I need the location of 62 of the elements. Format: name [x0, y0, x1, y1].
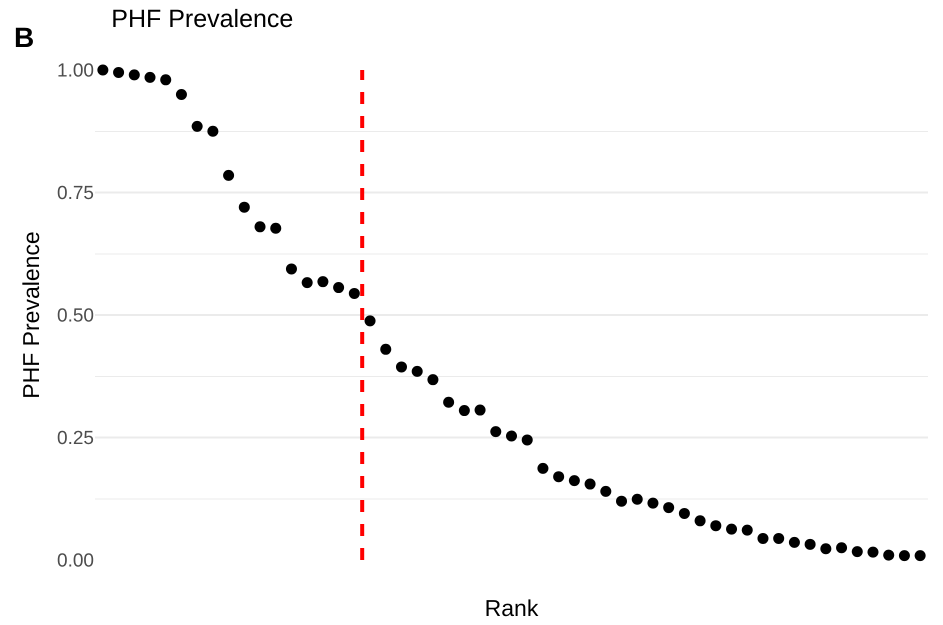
point — [867, 546, 878, 558]
point — [270, 222, 282, 234]
y-tick-label: 0.00 — [57, 550, 94, 572]
point — [663, 502, 674, 514]
y-tick-label: 0.25 — [57, 428, 94, 450]
point — [678, 508, 690, 519]
point — [820, 543, 832, 554]
point — [506, 430, 517, 442]
point — [348, 288, 360, 299]
point — [490, 426, 502, 438]
point — [788, 536, 800, 548]
point — [710, 520, 722, 532]
point — [836, 542, 848, 554]
point — [883, 550, 894, 561]
point — [302, 277, 313, 288]
point — [647, 498, 658, 509]
point — [568, 475, 580, 486]
y-axis-title: PHF Prevalence — [18, 231, 44, 399]
point — [474, 404, 486, 416]
point — [600, 486, 612, 497]
point — [742, 524, 753, 536]
point — [333, 282, 344, 294]
point — [396, 361, 407, 372]
chart-title: PHF Prevalence — [111, 4, 294, 33]
point — [144, 72, 156, 83]
point — [553, 471, 564, 482]
point — [97, 64, 108, 76]
point — [852, 546, 863, 558]
point — [427, 374, 438, 386]
point — [616, 496, 628, 507]
point — [773, 532, 784, 544]
point — [632, 494, 643, 505]
y-tick-label: 0.50 — [57, 306, 94, 327]
point — [898, 550, 910, 562]
point — [412, 366, 423, 377]
point — [694, 515, 706, 526]
x-axis-title: Rank — [484, 595, 539, 621]
point — [317, 276, 328, 288]
point — [223, 170, 234, 181]
point — [160, 74, 172, 86]
point — [113, 66, 124, 78]
point — [364, 315, 376, 326]
point — [443, 396, 454, 408]
point — [522, 434, 533, 446]
point — [914, 550, 926, 562]
point — [757, 532, 768, 544]
point — [584, 478, 596, 490]
point — [537, 462, 548, 474]
point — [238, 202, 250, 213]
point — [176, 89, 187, 100]
point — [192, 120, 203, 132]
text: B — [14, 22, 34, 53]
point — [458, 405, 470, 416]
y-tick-label: 1.00 — [57, 60, 94, 82]
point — [380, 344, 392, 355]
point — [207, 126, 218, 137]
point — [726, 524, 738, 535]
point — [286, 263, 297, 274]
y-tick-label: 0.75 — [57, 183, 94, 204]
point — [254, 221, 266, 232]
point — [804, 538, 816, 550]
point — [128, 69, 140, 80]
